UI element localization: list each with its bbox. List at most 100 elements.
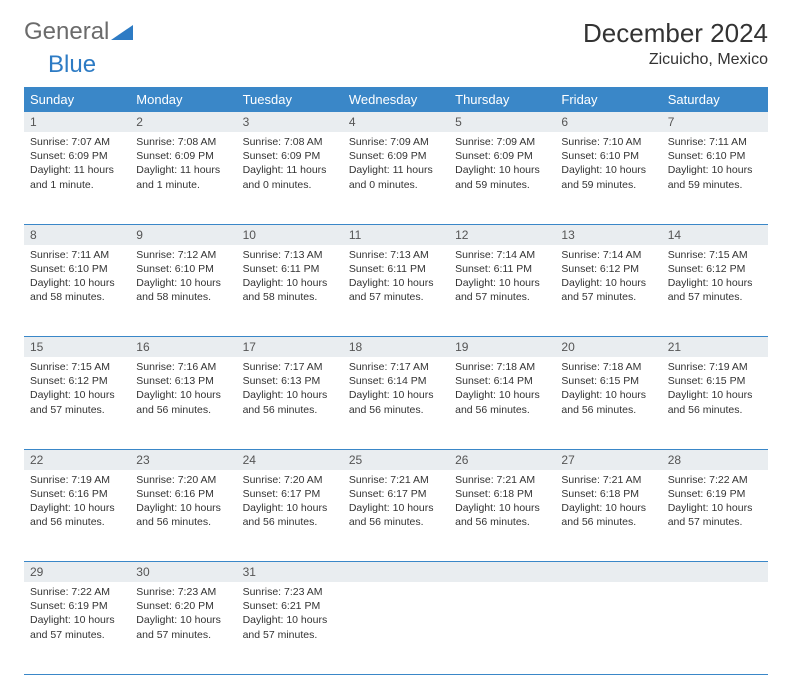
day-body-row: Sunrise: 7:07 AMSunset: 6:09 PMDaylight:… bbox=[24, 132, 768, 224]
day-body-row: Sunrise: 7:22 AMSunset: 6:19 PMDaylight:… bbox=[24, 582, 768, 674]
day-number-cell: 12 bbox=[449, 224, 555, 245]
day-number-row: 15161718192021 bbox=[24, 337, 768, 358]
sunset-text: Sunset: 6:20 PM bbox=[136, 599, 230, 613]
logo-text-2: Blue bbox=[48, 51, 96, 78]
sunset-text: Sunset: 6:09 PM bbox=[136, 149, 230, 163]
sunset-text: Sunset: 6:19 PM bbox=[30, 599, 124, 613]
day-number-row: 891011121314 bbox=[24, 224, 768, 245]
day-number-cell: 14 bbox=[662, 224, 768, 245]
day-cell: Sunrise: 7:18 AMSunset: 6:14 PMDaylight:… bbox=[449, 357, 555, 449]
day-cell: Sunrise: 7:21 AMSunset: 6:17 PMDaylight:… bbox=[343, 470, 449, 562]
daylight-text: Daylight: 10 hours and 56 minutes. bbox=[561, 388, 655, 416]
daylight-text: Daylight: 10 hours and 57 minutes. bbox=[243, 613, 337, 641]
sunrise-text: Sunrise: 7:15 AM bbox=[668, 248, 762, 262]
month-title: December 2024 bbox=[583, 18, 768, 49]
sunrise-text: Sunrise: 7:17 AM bbox=[243, 360, 337, 374]
daylight-text: Daylight: 10 hours and 56 minutes. bbox=[349, 388, 443, 416]
sunrise-text: Sunrise: 7:14 AM bbox=[561, 248, 655, 262]
day-body-row: Sunrise: 7:19 AMSunset: 6:16 PMDaylight:… bbox=[24, 470, 768, 562]
weekday-header: Tuesday bbox=[237, 87, 343, 112]
day-number-cell: 31 bbox=[237, 562, 343, 583]
day-cell: Sunrise: 7:23 AMSunset: 6:21 PMDaylight:… bbox=[237, 582, 343, 674]
weekday-header: Wednesday bbox=[343, 87, 449, 112]
daylight-text: Daylight: 10 hours and 56 minutes. bbox=[668, 388, 762, 416]
sunset-text: Sunset: 6:17 PM bbox=[349, 487, 443, 501]
day-number-cell: 13 bbox=[555, 224, 661, 245]
day-body-row: Sunrise: 7:11 AMSunset: 6:10 PMDaylight:… bbox=[24, 245, 768, 337]
daylight-text: Daylight: 10 hours and 56 minutes. bbox=[30, 501, 124, 529]
daylight-text: Daylight: 10 hours and 57 minutes. bbox=[561, 276, 655, 304]
sunset-text: Sunset: 6:11 PM bbox=[455, 262, 549, 276]
daylight-text: Daylight: 10 hours and 57 minutes. bbox=[30, 388, 124, 416]
sunset-text: Sunset: 6:17 PM bbox=[243, 487, 337, 501]
day-number-cell: 30 bbox=[130, 562, 236, 583]
logo: General bbox=[24, 18, 133, 46]
day-cell: Sunrise: 7:17 AMSunset: 6:14 PMDaylight:… bbox=[343, 357, 449, 449]
daylight-text: Daylight: 10 hours and 57 minutes. bbox=[455, 276, 549, 304]
day-number-cell: 21 bbox=[662, 337, 768, 358]
day-number-cell: 22 bbox=[24, 449, 130, 470]
daylight-text: Daylight: 10 hours and 56 minutes. bbox=[136, 501, 230, 529]
day-number-row: 293031 bbox=[24, 562, 768, 583]
day-cell: Sunrise: 7:11 AMSunset: 6:10 PMDaylight:… bbox=[662, 132, 768, 224]
logo-triangle-icon bbox=[111, 23, 133, 41]
logo-text-1: General bbox=[24, 18, 109, 46]
sunrise-text: Sunrise: 7:11 AM bbox=[668, 135, 762, 149]
day-number-cell: 15 bbox=[24, 337, 130, 358]
day-number-cell: 5 bbox=[449, 112, 555, 132]
day-cell bbox=[555, 582, 661, 674]
day-number-cell bbox=[662, 562, 768, 583]
day-cell: Sunrise: 7:14 AMSunset: 6:11 PMDaylight:… bbox=[449, 245, 555, 337]
day-number-cell: 26 bbox=[449, 449, 555, 470]
daylight-text: Daylight: 11 hours and 0 minutes. bbox=[349, 163, 443, 191]
day-number-cell: 7 bbox=[662, 112, 768, 132]
day-cell: Sunrise: 7:07 AMSunset: 6:09 PMDaylight:… bbox=[24, 132, 130, 224]
day-cell: Sunrise: 7:10 AMSunset: 6:10 PMDaylight:… bbox=[555, 132, 661, 224]
sunset-text: Sunset: 6:10 PM bbox=[30, 262, 124, 276]
sunrise-text: Sunrise: 7:18 AM bbox=[455, 360, 549, 374]
sunset-text: Sunset: 6:11 PM bbox=[243, 262, 337, 276]
sunrise-text: Sunrise: 7:10 AM bbox=[561, 135, 655, 149]
day-number-cell: 3 bbox=[237, 112, 343, 132]
sunset-text: Sunset: 6:11 PM bbox=[349, 262, 443, 276]
weekday-header: Friday bbox=[555, 87, 661, 112]
sunset-text: Sunset: 6:14 PM bbox=[349, 374, 443, 388]
day-cell: Sunrise: 7:22 AMSunset: 6:19 PMDaylight:… bbox=[662, 470, 768, 562]
sunset-text: Sunset: 6:09 PM bbox=[30, 149, 124, 163]
weekday-header: Thursday bbox=[449, 87, 555, 112]
daylight-text: Daylight: 10 hours and 57 minutes. bbox=[668, 276, 762, 304]
sunset-text: Sunset: 6:09 PM bbox=[455, 149, 549, 163]
day-cell: Sunrise: 7:21 AMSunset: 6:18 PMDaylight:… bbox=[555, 470, 661, 562]
day-cell: Sunrise: 7:13 AMSunset: 6:11 PMDaylight:… bbox=[237, 245, 343, 337]
daylight-text: Daylight: 10 hours and 56 minutes. bbox=[136, 388, 230, 416]
day-cell: Sunrise: 7:14 AMSunset: 6:12 PMDaylight:… bbox=[555, 245, 661, 337]
daylight-text: Daylight: 10 hours and 59 minutes. bbox=[561, 163, 655, 191]
day-cell: Sunrise: 7:23 AMSunset: 6:20 PMDaylight:… bbox=[130, 582, 236, 674]
day-number-cell: 17 bbox=[237, 337, 343, 358]
day-number-cell: 4 bbox=[343, 112, 449, 132]
day-cell: Sunrise: 7:22 AMSunset: 6:19 PMDaylight:… bbox=[24, 582, 130, 674]
weekday-header: Monday bbox=[130, 87, 236, 112]
weekday-header: Sunday bbox=[24, 87, 130, 112]
sunset-text: Sunset: 6:10 PM bbox=[668, 149, 762, 163]
day-cell: Sunrise: 7:18 AMSunset: 6:15 PMDaylight:… bbox=[555, 357, 661, 449]
daylight-text: Daylight: 10 hours and 58 minutes. bbox=[243, 276, 337, 304]
sunset-text: Sunset: 6:10 PM bbox=[561, 149, 655, 163]
day-cell: Sunrise: 7:11 AMSunset: 6:10 PMDaylight:… bbox=[24, 245, 130, 337]
daylight-text: Daylight: 10 hours and 58 minutes. bbox=[30, 276, 124, 304]
daylight-text: Daylight: 10 hours and 56 minutes. bbox=[243, 388, 337, 416]
location: Zicuicho, Mexico bbox=[583, 51, 768, 69]
day-number-cell: 29 bbox=[24, 562, 130, 583]
daylight-text: Daylight: 10 hours and 57 minutes. bbox=[30, 613, 124, 641]
sunrise-text: Sunrise: 7:08 AM bbox=[136, 135, 230, 149]
day-number-cell: 18 bbox=[343, 337, 449, 358]
day-cell: Sunrise: 7:08 AMSunset: 6:09 PMDaylight:… bbox=[237, 132, 343, 224]
sunset-text: Sunset: 6:10 PM bbox=[136, 262, 230, 276]
sunset-text: Sunset: 6:18 PM bbox=[455, 487, 549, 501]
daylight-text: Daylight: 10 hours and 56 minutes. bbox=[561, 501, 655, 529]
weekday-header-row: Sunday Monday Tuesday Wednesday Thursday… bbox=[24, 87, 768, 112]
sunset-text: Sunset: 6:13 PM bbox=[243, 374, 337, 388]
daylight-text: Daylight: 11 hours and 1 minute. bbox=[136, 163, 230, 191]
sunrise-text: Sunrise: 7:13 AM bbox=[349, 248, 443, 262]
day-cell: Sunrise: 7:19 AMSunset: 6:15 PMDaylight:… bbox=[662, 357, 768, 449]
